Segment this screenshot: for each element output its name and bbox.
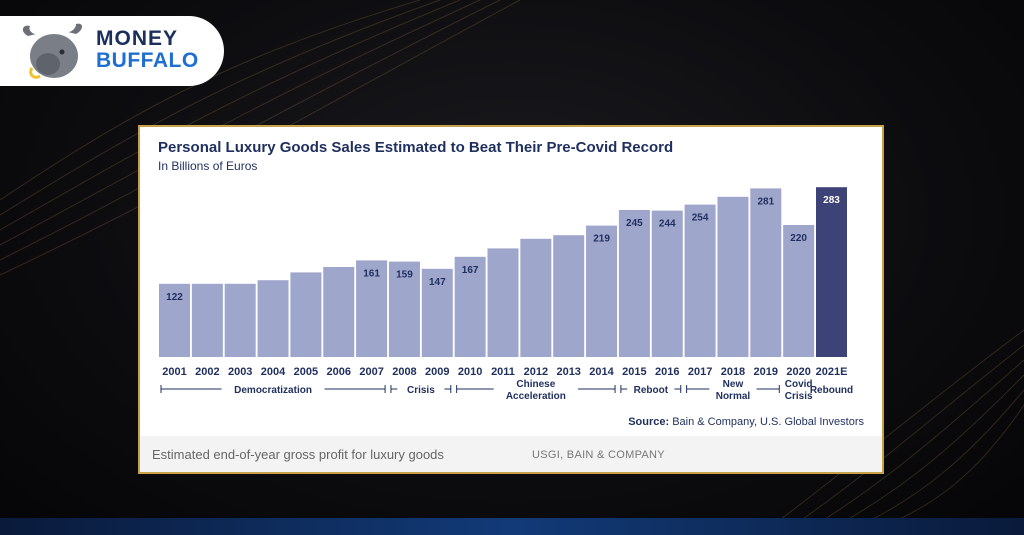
data-label-2007: 161: [363, 268, 380, 279]
era-label: Chinese: [516, 379, 555, 390]
bar-2014: [586, 225, 618, 357]
bar-2016: [651, 210, 683, 357]
data-label-2008: 159: [396, 270, 413, 281]
bar-2019: [750, 188, 782, 357]
data-label-2001: 122: [166, 292, 183, 303]
x-tick-2017: 2017: [688, 366, 712, 378]
bar-2017: [684, 204, 716, 357]
era-label: Crisis: [407, 385, 435, 396]
chart-source: Source: Bain & Company, U.S. Global Inve…: [628, 416, 864, 428]
bar-2005: [290, 272, 322, 357]
x-tick-2018: 2018: [721, 366, 745, 378]
x-tick-2012: 2012: [524, 366, 548, 378]
era-label: Democratization: [234, 385, 312, 396]
data-label-2020: 220: [790, 233, 807, 244]
brand-name-line2: BUFFALO: [96, 49, 199, 72]
bar-2013: [553, 235, 585, 357]
x-tick-2003: 2003: [228, 366, 252, 378]
data-label-2010: 167: [462, 265, 479, 276]
era-label: New: [723, 379, 744, 390]
x-tick-2001: 2001: [162, 366, 186, 378]
bar-chart: 122 2001 2002 2003 2004 2005 2006 161 2007 159 200…: [159, 187, 853, 402]
data-label-2017: 254: [692, 213, 709, 224]
era-label: Acceleration: [506, 391, 566, 402]
x-tick-2013: 2013: [556, 366, 580, 378]
era-label: Reboot: [634, 385, 669, 396]
buffalo-logo-icon: [22, 23, 82, 79]
data-label-2015: 245: [626, 218, 643, 229]
bar-2006: [323, 267, 355, 357]
x-tick-2010: 2010: [458, 366, 482, 378]
bar-2010: [454, 256, 486, 357]
data-label-2021E: 283: [823, 195, 840, 206]
bar-2002: [191, 283, 223, 357]
bar-2018: [717, 196, 749, 357]
bar-2021E: [816, 187, 847, 357]
bottom-band: [0, 518, 1024, 535]
data-label-2016: 244: [659, 219, 676, 230]
x-tick-2008: 2008: [392, 366, 416, 378]
x-tick-2005: 2005: [294, 366, 318, 378]
chart-subtitle: In Billions of Euros: [158, 159, 258, 173]
bar-2003: [224, 283, 256, 357]
x-tick-2016: 2016: [655, 366, 679, 378]
source-text: Bain & Company, U.S. Global Investors: [672, 416, 864, 428]
image-caption: Estimated end-of-year gross profit for l…: [152, 447, 444, 462]
x-tick-2021E: 2021E: [816, 366, 848, 378]
bar-2012: [520, 238, 552, 357]
data-label-2014: 219: [593, 234, 610, 245]
bar-2001: [159, 283, 190, 357]
bar-2020: [783, 225, 815, 357]
x-tick-2006: 2006: [327, 366, 351, 378]
bar-2015: [618, 210, 650, 357]
brand-logo: MONEY BUFFALO: [0, 16, 224, 86]
x-tick-2002: 2002: [195, 366, 219, 378]
era-label: Crisis: [785, 391, 813, 402]
era-label: Covid: [785, 379, 813, 390]
x-tick-2014: 2014: [589, 366, 614, 378]
source-prefix: Source:: [628, 416, 670, 428]
x-tick-2019: 2019: [754, 366, 778, 378]
image-credit: USGI, BAIN & COMPANY: [532, 449, 665, 461]
bar-2009: [421, 268, 453, 357]
bar-2011: [487, 248, 519, 357]
bar-2004: [257, 280, 289, 357]
x-tick-2004: 2004: [261, 366, 286, 378]
x-tick-2011: 2011: [491, 366, 515, 378]
bar-2007: [356, 260, 388, 357]
brand-name-line1: MONEY: [96, 27, 179, 50]
x-tick-2020: 2020: [786, 366, 810, 378]
data-label-2019: 281: [757, 196, 774, 207]
caption-bar: Estimated end-of-year gross profit for l…: [140, 436, 882, 472]
era-label: Rebound: [810, 385, 853, 396]
data-label-2009: 147: [429, 277, 446, 288]
x-tick-2007: 2007: [359, 366, 383, 378]
bar-2008: [388, 261, 420, 357]
chart-card: Personal Luxury Goods Sales Estimated to…: [138, 125, 884, 474]
chart-title: Personal Luxury Goods Sales Estimated to…: [158, 139, 674, 156]
x-tick-2009: 2009: [425, 366, 449, 378]
era-label: Normal: [716, 391, 751, 402]
x-tick-2015: 2015: [622, 366, 646, 378]
